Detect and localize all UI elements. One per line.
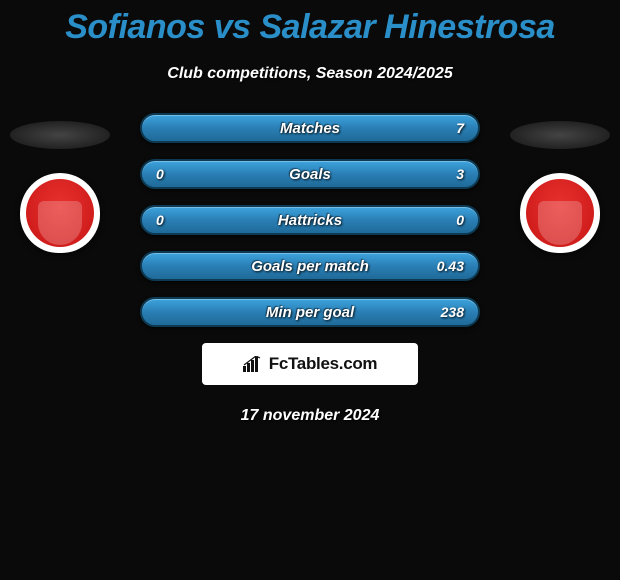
team-crest-right bbox=[520, 173, 600, 253]
stat-row-min-per-goal: Min per goal 238 bbox=[140, 297, 480, 327]
stat-left-value: 0 bbox=[156, 166, 164, 182]
stat-right-value: 238 bbox=[441, 304, 464, 320]
stats-list: Matches 7 0 Goals 3 0 Hattricks 0 Goals … bbox=[140, 113, 480, 327]
stat-label: Goals bbox=[289, 166, 331, 183]
shadow-ellipse-left bbox=[10, 121, 110, 149]
subtitle: Club competitions, Season 2024/2025 bbox=[0, 65, 620, 83]
date-label: 17 november 2024 bbox=[0, 407, 620, 425]
stat-label: Matches bbox=[280, 120, 340, 137]
stat-right-value: 0 bbox=[456, 212, 464, 228]
stat-right-value: 0.43 bbox=[437, 258, 464, 274]
stat-label: Goals per match bbox=[251, 258, 369, 275]
stat-row-goals: 0 Goals 3 bbox=[140, 159, 480, 189]
stat-row-matches: Matches 7 bbox=[140, 113, 480, 143]
stat-right-value: 7 bbox=[456, 120, 464, 136]
stat-left-value: 0 bbox=[156, 212, 164, 228]
stat-row-hattricks: 0 Hattricks 0 bbox=[140, 205, 480, 235]
shield-icon bbox=[20, 173, 100, 253]
shield-icon bbox=[520, 173, 600, 253]
brand-text: FcTables.com bbox=[269, 354, 378, 374]
stat-right-value: 3 bbox=[456, 166, 464, 182]
team-crest-left bbox=[20, 173, 100, 253]
page-title: Sofianos vs Salazar Hinestrosa bbox=[0, 0, 620, 47]
shadow-ellipse-right bbox=[510, 121, 610, 149]
bar-chart-icon bbox=[243, 356, 263, 372]
stat-label: Min per goal bbox=[266, 304, 354, 321]
stat-row-goals-per-match: Goals per match 0.43 bbox=[140, 251, 480, 281]
brand-badge[interactable]: FcTables.com bbox=[202, 343, 418, 385]
stat-label: Hattricks bbox=[278, 212, 342, 229]
comparison-panel: Matches 7 0 Goals 3 0 Hattricks 0 Goals … bbox=[0, 113, 620, 425]
